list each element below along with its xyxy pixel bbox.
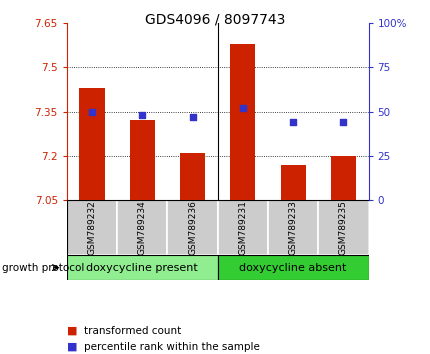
Bar [230,44,255,200]
Bar [217,200,267,255]
Text: GDS4096 / 8097743: GDS4096 / 8097743 [145,12,285,27]
Bar [67,255,217,280]
Point [239,105,246,111]
Point [289,119,296,125]
Text: doxycycline present: doxycycline present [86,263,198,273]
Bar [217,255,368,280]
Bar [267,200,317,255]
Point [189,114,196,120]
Text: growth protocol: growth protocol [2,263,84,273]
Text: percentile rank within the sample: percentile rank within the sample [84,342,259,352]
Bar [129,120,154,200]
Bar [330,156,355,200]
Bar [280,165,305,200]
Bar [167,200,217,255]
Text: ■: ■ [67,326,77,336]
Bar [79,88,104,200]
Bar [180,153,205,200]
Bar [317,200,368,255]
Point [339,119,346,125]
Text: GSM789235: GSM789235 [338,200,347,255]
Bar [67,200,117,255]
Text: doxycycline absent: doxycycline absent [239,263,346,273]
Point [138,112,145,118]
Text: GSM789232: GSM789232 [87,200,96,255]
Text: GSM789231: GSM789231 [238,200,247,255]
Point [88,109,95,114]
Text: transformed count: transformed count [84,326,181,336]
Text: GSM789234: GSM789234 [138,200,146,255]
Text: GSM789233: GSM789233 [288,200,297,255]
Text: GSM789236: GSM789236 [187,200,197,255]
Text: ■: ■ [67,342,77,352]
Bar [117,200,167,255]
